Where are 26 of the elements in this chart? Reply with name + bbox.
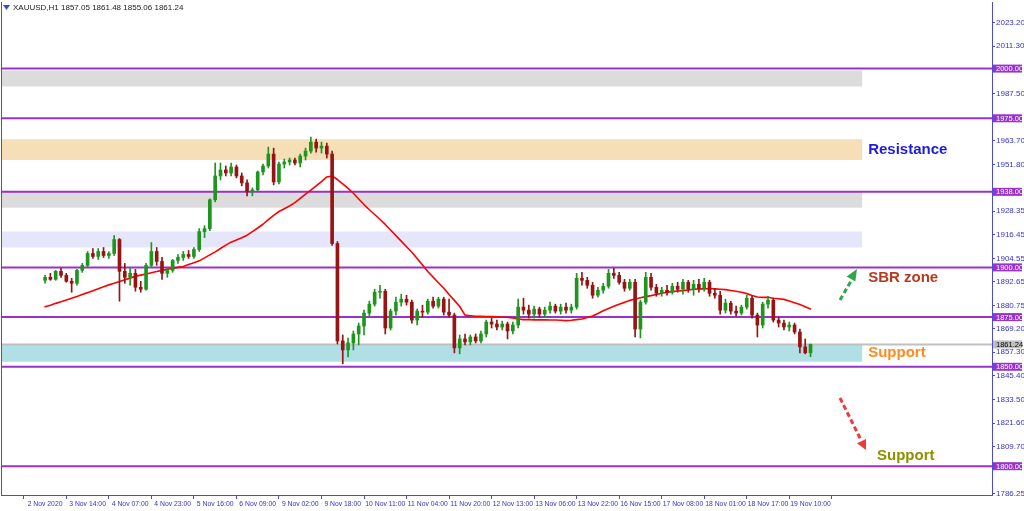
candlestick xyxy=(447,298,451,318)
y-tick-label: 1786.25 xyxy=(996,488,1024,498)
chart-title: XAUUSD,H1 1857.05 1861.48 1855.06 1861.24 xyxy=(13,3,184,13)
y-tick-label: 1845.40 xyxy=(996,371,1024,381)
y-tick-label: 2023.20 xyxy=(996,17,1024,27)
y-tick-label: 1809.70 xyxy=(996,442,1024,452)
y-tick-label: 1892.65 xyxy=(996,277,1024,287)
band-label: Resistance xyxy=(868,139,948,157)
y-tick-label: 1880.75 xyxy=(996,300,1024,310)
text: SBR zone xyxy=(868,267,939,285)
y-tick-label: 1833.50 xyxy=(996,394,1024,404)
y-tick-label: 1916.45 xyxy=(996,229,1024,239)
y-tick-label: 1963.70 xyxy=(996,135,1024,145)
y-tick-label: 1857.30 xyxy=(996,347,1024,357)
candlestick xyxy=(128,267,132,286)
candlestick xyxy=(138,280,143,293)
y-tick-label: 1951.80 xyxy=(996,159,1024,169)
y-tick-label: 2011.30 xyxy=(996,41,1024,51)
y-tick-label: 1987.50 xyxy=(996,88,1024,98)
y-tick-label: 1904.55 xyxy=(996,253,1024,263)
y-tick-label: 1821.60 xyxy=(996,418,1024,428)
candlestick xyxy=(378,284,382,299)
text: Support xyxy=(877,446,935,464)
band-label: Support xyxy=(868,343,926,361)
y-tick-label: 1869.20 xyxy=(996,323,1024,333)
y-tick-label: 1928.35 xyxy=(996,206,1024,216)
